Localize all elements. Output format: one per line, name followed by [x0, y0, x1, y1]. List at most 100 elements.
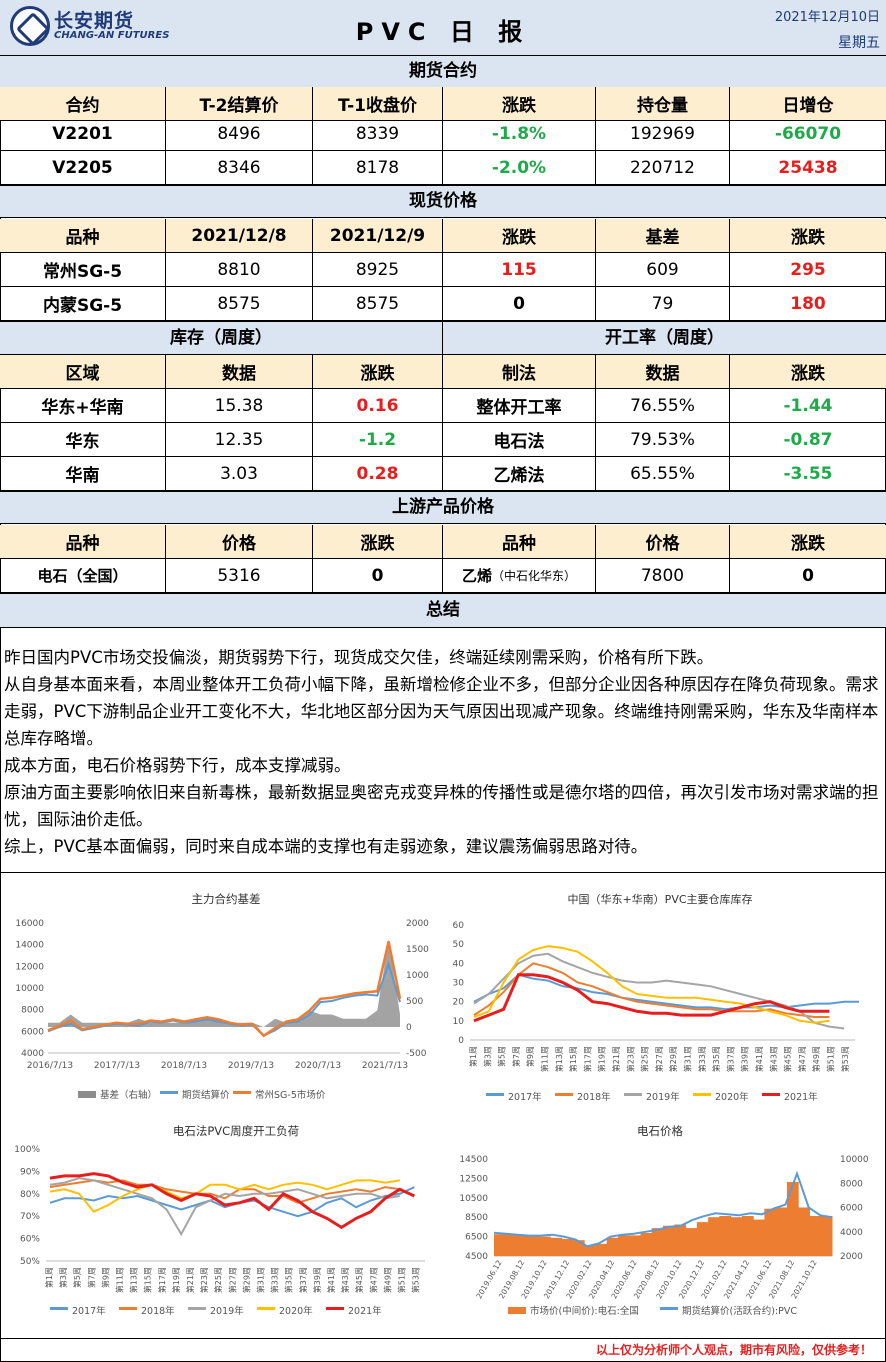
y2-tick-label: 1000: [406, 971, 429, 981]
x-tick-label: 第23周: [199, 1267, 209, 1293]
cell: 品种: [0, 525, 166, 558]
futures-col-change: 涨跌: [443, 87, 596, 120]
operating-series-line: [49, 1186, 415, 1218]
y-tick-label: 12000: [15, 962, 44, 972]
futures-section-title: 期货合约: [0, 55, 886, 88]
cell: 内蒙SG-5: [0, 287, 166, 320]
cell: 电石（全国）: [0, 559, 166, 592]
y-tick-label: 90%: [20, 1167, 40, 1177]
cell: 区域: [0, 355, 166, 388]
inventory-series-line: [473, 973, 830, 1023]
y2-tick-label: 2000: [840, 1252, 863, 1262]
cell: 价格: [596, 525, 730, 558]
disclaimer-footer: 以上仅为分析师个人观点，期市有风险，仅供参考！: [0, 1338, 886, 1362]
y2-tick-label: 6000: [840, 1204, 863, 1214]
x-tick-label: 第19周: [171, 1267, 181, 1293]
x-tick-label: 第39周: [312, 1267, 322, 1293]
cell: 华南: [0, 457, 166, 490]
logo-cn: 长安期货: [54, 10, 135, 32]
inventory-series-line: [473, 962, 830, 1018]
cell: 涨跌: [313, 525, 443, 558]
carbide-price-bar: [685, 1228, 698, 1256]
ethylene-label: 乙烯: [461, 567, 492, 585]
x-tick-label: 第47周: [797, 1046, 807, 1072]
x-tick-label: 第25周: [640, 1046, 650, 1072]
x-tick-label: 第39周: [740, 1046, 750, 1072]
cell: 7800: [596, 559, 730, 592]
cell: 基差: [596, 219, 730, 252]
x-tick-label: 第1周: [44, 1267, 54, 1288]
legend-label: 2018年: [141, 1305, 175, 1317]
y2-tick-label: 0: [406, 1023, 412, 1033]
carbide-price-bar: [516, 1235, 529, 1256]
x-tick-label: 第13周: [554, 1046, 564, 1072]
cell: -2.0%: [443, 151, 596, 184]
operating-section-title: 开工率（周度）: [443, 321, 886, 355]
x-tick-label: 第43周: [340, 1267, 350, 1293]
inventory-series-line: [473, 973, 859, 1011]
x-tick-label: 2018/7/13: [161, 1061, 207, 1071]
y2-tick-label: 4000: [840, 1228, 863, 1238]
futures-header-row: 合约 T-2结算价 T-1收盘价 涨跌 持仓量 日增仓: [0, 87, 886, 121]
x-tick-label: 第53周: [840, 1046, 850, 1072]
cell: 8810: [166, 253, 313, 286]
carbide-price-bar: [786, 1182, 799, 1256]
y-tick-label: 50: [453, 940, 465, 950]
cell: 涨跌: [791, 364, 825, 384]
chart-title: 电石价格: [637, 1124, 683, 1138]
cell: 8339: [313, 117, 443, 150]
cell: -1.8%: [443, 117, 596, 150]
x-tick-label: 第43周: [768, 1046, 778, 1072]
chart-title: 中国（华东+华南）PVC主要仓库库存: [567, 892, 752, 906]
basis-area-series: [48, 939, 400, 1027]
ethylene-sub-label: （中石化华东）: [492, 569, 577, 583]
cell: 3.03: [166, 457, 313, 490]
legend-swatch: [326, 1307, 344, 1310]
cell: -1.44: [783, 395, 833, 416]
legend-label: 2020年: [715, 1091, 749, 1103]
x-tick-label: 第19周: [597, 1046, 607, 1072]
chart-title: 电石法PVC周度开工负荷: [173, 1124, 299, 1138]
carbide-price-bar: [561, 1239, 574, 1256]
y-tick-label: 12500: [459, 1174, 488, 1184]
table-row: 华南 3.03 0.28 乙烯法 65.55% -3.55: [0, 457, 886, 491]
x-tick-label: 第49周: [811, 1046, 821, 1072]
legend-label: 市场价(中间价):电石:全国: [530, 1305, 639, 1317]
x-tick-label: 第29周: [241, 1267, 251, 1293]
y-tick-label: 30: [453, 979, 465, 989]
table-row: 常州SG-5 8810 8925 115 609 295: [0, 253, 886, 287]
charts-area: 主力合约基差 16000 14000 12000 10000 8000 6000 4000 20…: [0, 872, 886, 1337]
x-tick-label: 第17周: [582, 1046, 592, 1072]
y-tick-label: 100%: [14, 1145, 40, 1155]
carbide-price-bar: [708, 1217, 720, 1256]
y-tick-label: 8000: [21, 1006, 44, 1016]
operating-series-line: [49, 1179, 400, 1204]
cell: 8575: [166, 287, 313, 320]
carbide-price-bar: [674, 1224, 687, 1256]
summary-paragraph: 昨日国内PVC市场交投偏淡，期货弱势下行，现货成交欠佳，终端延续刚需采购，价格有…: [4, 648, 714, 667]
cell: 品种: [0, 219, 166, 252]
x-tick-label: 第17周: [157, 1267, 167, 1293]
legend-swatch: [78, 1091, 96, 1098]
x-tick-label: 第45周: [354, 1267, 364, 1293]
legend-swatch: [160, 1091, 178, 1094]
y-tick-label: 80%: [20, 1190, 40, 1200]
summary-section-title: 总结: [0, 593, 886, 628]
legend-label: 2018年: [577, 1091, 611, 1103]
x-tick-label: 第45周: [783, 1046, 793, 1072]
cell: -1.2: [313, 423, 443, 456]
legend-label: 2019年: [646, 1091, 680, 1103]
operating-series-line: [49, 1172, 416, 1230]
y-tick-label: 60: [453, 921, 465, 931]
cell: 8178: [313, 151, 443, 184]
table-row: V2201 8496 8339 -1.8% 192969 -66070: [0, 117, 886, 151]
y-tick-label: 6500: [465, 1233, 488, 1243]
cell: 79.53%: [596, 423, 730, 456]
y2-tick-label: 2000: [406, 919, 429, 929]
table-row: 华东 12.35 -1.2 电石法 79.53% -0.87: [0, 423, 886, 457]
cell: 15.38: [166, 389, 313, 422]
inventory-section-title: 库存（周度）: [0, 321, 443, 355]
carbide-price-bar: [730, 1217, 743, 1256]
summary-paragraph: 综上，PVC基本面偏弱，同时来自成本端的支撑也有走弱迹象，建议震荡偏弱思路对待。: [4, 837, 648, 856]
cell: 华东: [0, 423, 166, 456]
